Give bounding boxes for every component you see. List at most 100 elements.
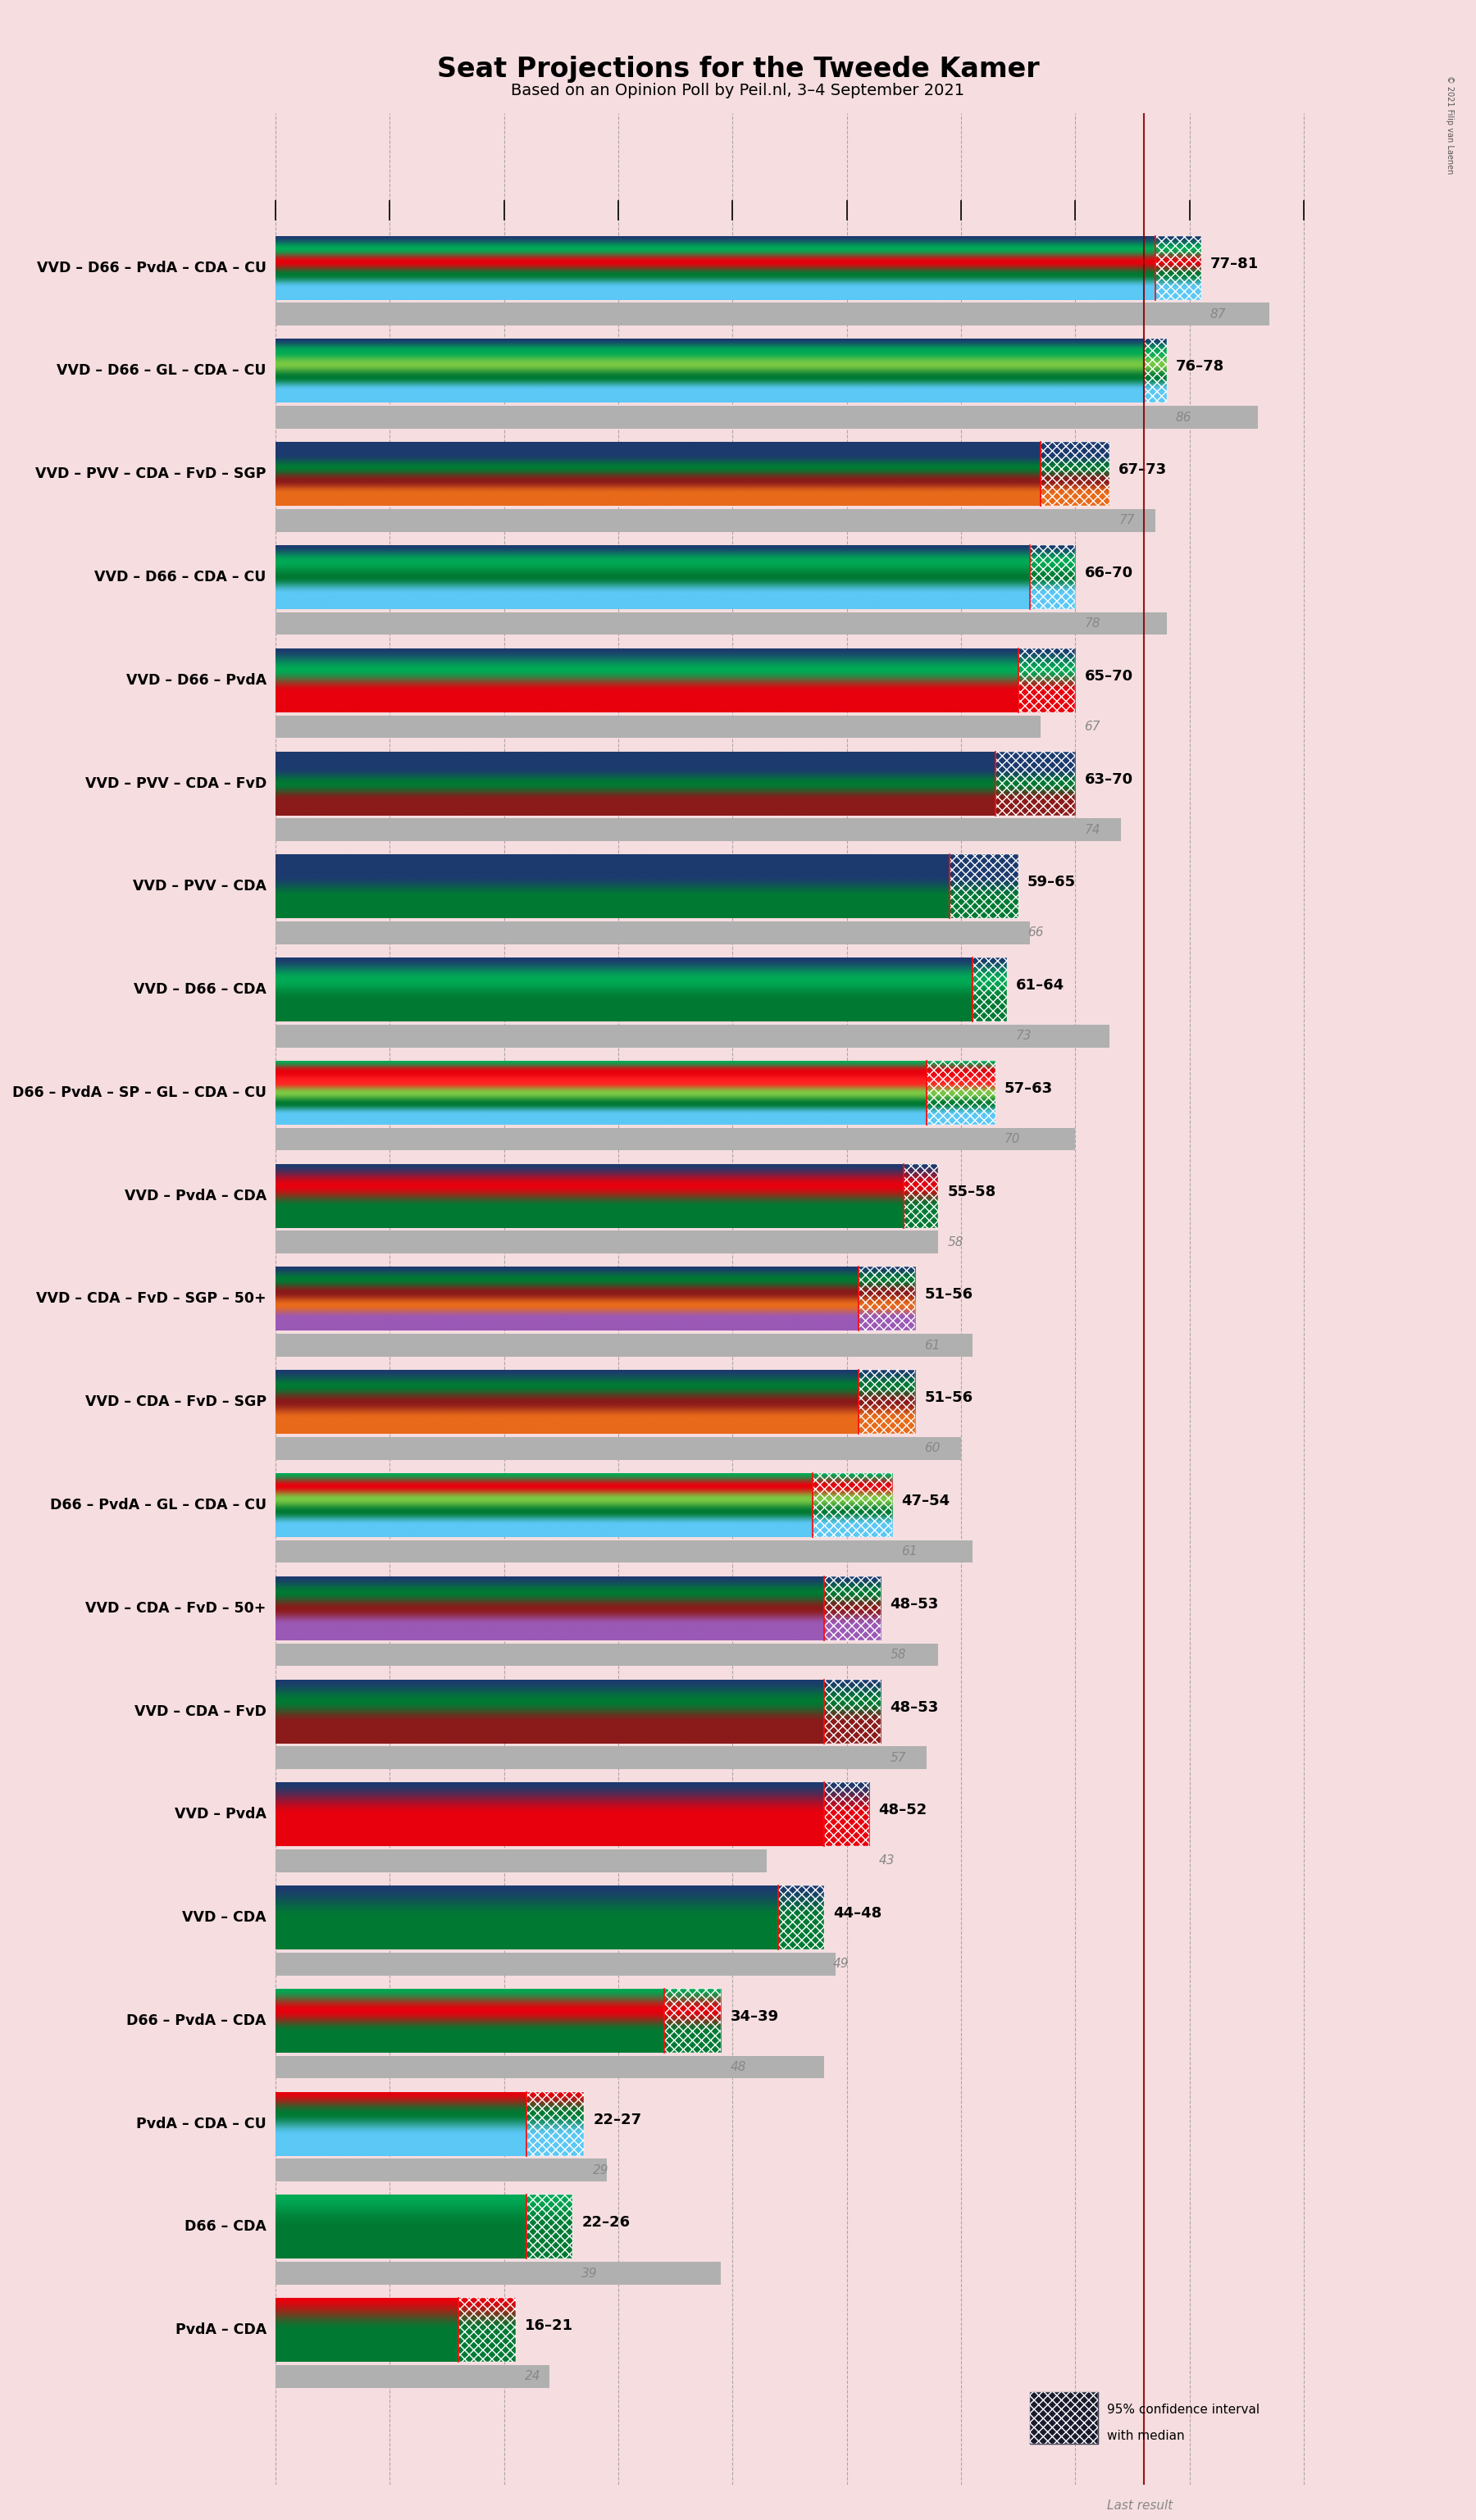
Bar — [276, 2366, 549, 2389]
Bar — [276, 819, 1120, 842]
Text: with median: with median — [1107, 2429, 1185, 2442]
Text: 67: 67 — [1085, 721, 1101, 733]
Text: D66 – PvdA – SP – GL – CDA – CU: D66 – PvdA – SP – GL – CDA – CU — [12, 1086, 266, 1101]
Bar — [824, 1782, 869, 1847]
Bar — [276, 1333, 973, 1356]
Text: 49: 49 — [832, 1958, 849, 1971]
Bar — [276, 612, 1166, 635]
Text: 48–52: 48–52 — [878, 1802, 927, 1817]
Text: VVD – PVV – CDA – FvD: VVD – PVV – CDA – FvD — [86, 776, 266, 791]
Bar — [664, 1988, 722, 2054]
Bar — [1030, 2391, 1098, 2444]
Text: PvdA – CDA – CU: PvdA – CDA – CU — [136, 2117, 266, 2132]
Bar — [927, 1061, 995, 1124]
Bar — [276, 406, 1258, 428]
Bar — [276, 716, 1041, 738]
Text: 61: 61 — [924, 1338, 940, 1351]
Text: 58: 58 — [890, 1648, 906, 1661]
Text: VVD – PvdA – CDA: VVD – PvdA – CDA — [124, 1189, 266, 1202]
Text: D66 – PvdA – CDA: D66 – PvdA – CDA — [127, 2013, 266, 2029]
Text: © 2021 Filip van Laenen: © 2021 Filip van Laenen — [1445, 76, 1454, 174]
Bar — [276, 2056, 824, 2079]
Bar — [1030, 544, 1075, 610]
Bar — [995, 751, 1075, 816]
Bar — [1156, 237, 1201, 300]
Text: 63–70: 63–70 — [1085, 771, 1134, 786]
Text: 22–27: 22–27 — [593, 2112, 642, 2127]
Bar — [276, 1129, 1075, 1152]
Bar — [276, 2263, 722, 2286]
Text: 67–73: 67–73 — [1119, 464, 1168, 476]
Text: 39: 39 — [582, 2268, 598, 2281]
Bar — [1018, 648, 1075, 713]
Bar — [812, 1474, 893, 1537]
Text: 77: 77 — [1119, 514, 1135, 527]
Text: VVD – D66 – PvdA: VVD – D66 – PvdA — [125, 673, 266, 688]
Bar — [858, 1371, 915, 1434]
Text: 48–53: 48–53 — [890, 1598, 939, 1610]
Bar — [973, 958, 1007, 1021]
Bar — [824, 1578, 881, 1641]
Text: VVD – CDA – FvD – 50+: VVD – CDA – FvD – 50+ — [86, 1600, 266, 1615]
Text: 70: 70 — [1004, 1134, 1020, 1144]
Bar — [824, 1678, 881, 1744]
Bar — [858, 1268, 915, 1331]
Text: 34–39: 34–39 — [731, 2008, 779, 2024]
Bar — [276, 922, 1030, 945]
Bar — [276, 1230, 939, 1252]
Text: 59–65: 59–65 — [1027, 874, 1076, 890]
Text: 86: 86 — [1176, 411, 1191, 423]
Text: 57–63: 57–63 — [1004, 1081, 1052, 1096]
Bar — [778, 1885, 824, 1950]
Text: 29: 29 — [593, 2165, 610, 2177]
Text: 61–64: 61–64 — [1015, 978, 1064, 993]
Bar — [1041, 441, 1110, 507]
Bar — [276, 302, 1269, 325]
Text: VVD – CDA – FvD: VVD – CDA – FvD — [134, 1704, 266, 1719]
Text: VVD – CDA – FvD – SGP – 50+: VVD – CDA – FvD – SGP – 50+ — [37, 1293, 266, 1305]
Text: 24: 24 — [524, 2371, 540, 2381]
Text: D66 – CDA: D66 – CDA — [184, 2220, 266, 2235]
Text: 60: 60 — [924, 1441, 940, 1454]
Bar — [276, 1746, 927, 1769]
Bar — [1030, 2492, 1098, 2520]
Text: VVD – CDA: VVD – CDA — [182, 1910, 266, 1925]
Text: 78: 78 — [1085, 617, 1101, 630]
Text: Last result: Last result — [1107, 2500, 1173, 2512]
Bar — [276, 509, 1156, 532]
Text: 87: 87 — [1210, 307, 1227, 320]
Text: 66: 66 — [1027, 927, 1044, 940]
Text: 73: 73 — [1015, 1031, 1032, 1043]
Text: 95% confidence interval: 95% confidence interval — [1107, 2404, 1261, 2417]
Text: 44–48: 44–48 — [832, 1905, 881, 1920]
Text: VVD – D66 – PvdA – CDA – CU: VVD – D66 – PvdA – CDA – CU — [37, 260, 266, 275]
Bar — [458, 2298, 515, 2361]
Text: 77–81: 77–81 — [1210, 257, 1259, 272]
Text: Seat Projections for the Tweede Kamer: Seat Projections for the Tweede Kamer — [437, 55, 1039, 83]
Bar — [527, 2195, 573, 2258]
Text: 61: 61 — [902, 1545, 918, 1557]
Text: 48–53: 48–53 — [890, 1701, 939, 1714]
Text: VVD – PvdA: VVD – PvdA — [174, 1807, 266, 1822]
Bar — [276, 1540, 973, 1562]
Text: VVD – CDA – FvD – SGP: VVD – CDA – FvD – SGP — [86, 1394, 266, 1409]
Text: 51–56: 51–56 — [924, 1288, 973, 1303]
Text: D66 – PvdA – GL – CDA – CU: D66 – PvdA – GL – CDA – CU — [50, 1497, 266, 1512]
Text: VVD – D66 – CDA: VVD – D66 – CDA — [134, 983, 266, 998]
Bar — [1144, 338, 1166, 403]
Text: 66–70: 66–70 — [1085, 564, 1134, 580]
Text: 43: 43 — [878, 1855, 894, 1867]
Text: 58: 58 — [948, 1235, 964, 1247]
Text: 16–21: 16–21 — [524, 2318, 573, 2334]
Bar — [276, 1436, 961, 1459]
Text: 57: 57 — [890, 1751, 906, 1764]
Text: PvdA – CDA: PvdA – CDA — [176, 2323, 266, 2339]
Bar — [276, 2160, 607, 2182]
Text: Based on an Opinion Poll by Peil.nl, 3–4 September 2021: Based on an Opinion Poll by Peil.nl, 3–4… — [511, 83, 965, 98]
Text: 47–54: 47–54 — [902, 1494, 951, 1509]
Bar — [949, 854, 1018, 917]
Text: 55–58: 55–58 — [948, 1184, 996, 1200]
Bar — [527, 2092, 584, 2155]
Text: VVD – PVV – CDA – FvD – SGP: VVD – PVV – CDA – FvD – SGP — [35, 466, 266, 481]
Bar — [276, 1026, 1110, 1048]
